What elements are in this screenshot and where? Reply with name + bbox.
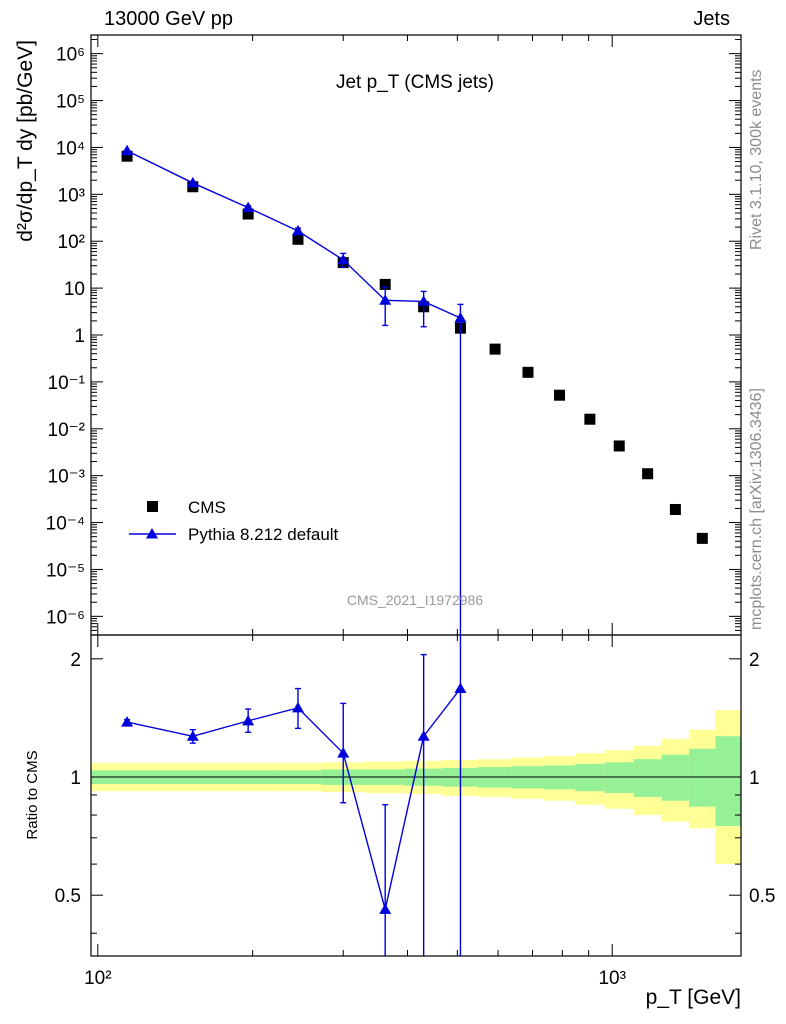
pythia-ratio-point [121, 716, 134, 727]
pythia-data-point [454, 312, 467, 323]
cms-data-point [554, 389, 566, 401]
x-tick-label: 10³ [598, 968, 625, 989]
chart-title: Jet p_T (CMS jets) [336, 72, 494, 93]
pythia-data-point [186, 176, 199, 188]
header-left: 13000 GeV pp [104, 8, 233, 30]
main-frame-box [90, 34, 742, 636]
cms-data-point [584, 413, 596, 425]
y-tick-label: 1 [74, 326, 85, 347]
cms-data-point [669, 503, 681, 515]
y-tick-label: 10⁻⁶ [46, 607, 85, 628]
band-green [715, 736, 741, 827]
cms-data-point [242, 208, 254, 220]
cms-data-point [379, 278, 391, 290]
pythia-ratio-point [186, 730, 199, 741]
ratio-axis-label: Ratio to CMS [24, 750, 41, 839]
x-axis-label: p_T [GeV] [646, 986, 741, 1009]
y-tick-label: 10⁻⁴ [46, 514, 85, 535]
ratio-tick-label-left: 0.5 [55, 886, 81, 907]
y-tick-label: 10⁻² [48, 420, 86, 441]
cms-data-point [292, 233, 304, 245]
pythia-data-point [121, 144, 134, 156]
pythia-ratio-point [242, 714, 255, 726]
band-green [688, 748, 716, 807]
header-right: Jets [693, 8, 730, 30]
legend-cms-label: CMS [188, 498, 226, 517]
legend-pythia-label: Pythia 8.212 default [188, 525, 339, 544]
ratio-tick-label-right: 2 [749, 650, 760, 671]
series-layer [121, 144, 708, 956]
band-green [661, 754, 689, 801]
rivet-label: Rivet 3.1.10, 300k events [748, 69, 765, 250]
pythia-ratio-point [454, 682, 467, 694]
cms-data-point [642, 468, 654, 480]
cms-data-point [696, 532, 708, 544]
y-tick-label: 10⁻⁵ [46, 560, 85, 581]
ratio-uncertainty-band [91, 710, 741, 865]
y-tick-label: 10³ [58, 185, 85, 206]
ratio-tick-label-right: 0.5 [749, 886, 775, 907]
cms-data-point [522, 366, 534, 378]
pythia-ratio-line [126, 688, 462, 910]
pythia-ratio-point [417, 730, 430, 741]
x-tick-label: 10² [84, 968, 111, 989]
legend-pythia-marker [146, 528, 158, 539]
y-axis-label: d²σ/dp_T dy [pb/GeV] [14, 40, 37, 242]
analysis-watermark: CMS_2021_I1972986 [347, 592, 483, 608]
ratio-frame-box [90, 634, 742, 957]
legend-cms-marker [147, 501, 158, 512]
y-tick-label: 10⁻¹ [48, 373, 86, 394]
y-tick-label: 10⁶ [56, 45, 85, 66]
main-plot-frame [90, 34, 742, 956]
y-tick-label: 10 [64, 279, 85, 300]
ratio-plot-frame [90, 634, 742, 957]
pythia-line [126, 150, 461, 319]
y-tick-label: 10² [58, 232, 85, 253]
pythia-data-point [379, 294, 392, 305]
pythia-ratio-point [291, 701, 304, 713]
band-green [575, 763, 605, 792]
cms-data-point [121, 150, 133, 162]
cms-data-point [613, 440, 625, 452]
ratio-tick-label-right: 1 [749, 768, 760, 789]
pythia-data-point [242, 201, 255, 213]
y-tick-label: 10⁵ [56, 92, 85, 113]
y-tick-label: 10⁴ [56, 138, 85, 159]
mcplots-label: mcplots.cern.ch [arXiv:1306.3436] [748, 388, 765, 630]
ratio-tick-label-left: 2 [70, 650, 81, 671]
ratio-tick-label-left: 1 [70, 768, 81, 789]
cms-data-point [489, 343, 501, 355]
text-layer: 10⁶10⁵10⁴10³10²10110⁻¹10⁻²10⁻³10⁻⁴10⁻⁵10… [14, 40, 775, 1009]
band-green [604, 762, 634, 794]
pythia-ratio-point [337, 747, 350, 758]
pythia-data-point [337, 253, 350, 265]
y-tick-label: 10⁻³ [48, 467, 86, 488]
pythia-data-point [417, 295, 430, 306]
pythia-ratio-point [379, 903, 392, 914]
pythia-data-point [291, 225, 304, 236]
band-green [633, 759, 662, 797]
